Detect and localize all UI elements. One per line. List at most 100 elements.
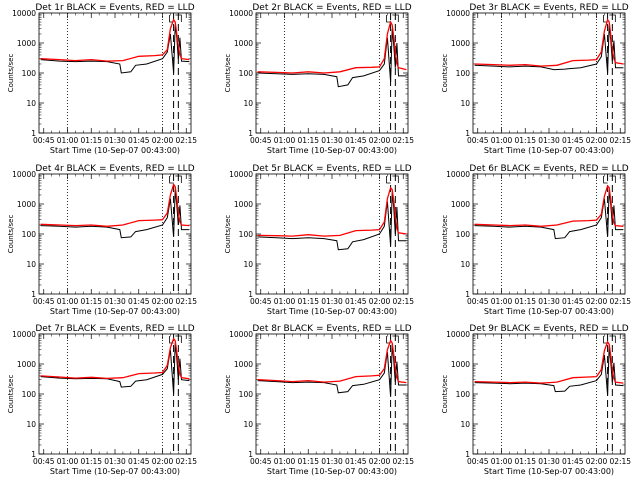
y-tick-label: 1000 [17, 360, 36, 369]
x-tick-label: 02:15 [609, 297, 631, 306]
x-tick-label: 01:15 [297, 457, 319, 466]
series-line-events [257, 344, 407, 397]
series-line-events [474, 24, 624, 74]
y-tick-label: 100 [456, 390, 471, 399]
panel-2: Det 2r BLACK = Events, RED = LLD 1 10 100 10… [224, 3, 414, 155]
y-tick-label: 10000 [229, 330, 253, 339]
x-tick-label: 01:30 [321, 297, 343, 306]
x-axis-label: Start Time (10-Sep-07 00:43:00) [50, 307, 180, 316]
panel-title: Det 2r BLACK = Events, RED = LLD [252, 3, 411, 13]
y-tick-label: 1 [31, 450, 36, 459]
y-tick-label: 1000 [451, 200, 470, 209]
x-tick-label: 01:45 [345, 297, 367, 306]
y-tick-label: 10000 [229, 9, 253, 18]
series-line-events [257, 192, 407, 251]
x-tick-label: 00:45 [467, 136, 489, 145]
y-tick-label: 10000 [12, 330, 36, 339]
interval-bracket [392, 175, 399, 183]
series-line-lld [257, 186, 407, 237]
y-tick-label: 1 [465, 290, 470, 299]
interval-bracket [175, 175, 182, 183]
y-tick-label: 10 [26, 420, 36, 429]
panel-5: Det 5r BLACK = Events, RED = LLD 1 10 100 10… [224, 164, 414, 316]
x-tick-label: 01:15 [514, 457, 536, 466]
x-tick-label: 02:00 [586, 297, 608, 306]
y-tick-label: 100 [456, 69, 471, 78]
x-tick-label: 02:00 [369, 457, 391, 466]
y-tick-label: 10 [243, 260, 253, 269]
x-tick-label: 02:00 [152, 457, 174, 466]
y-tick-label: 100 [239, 230, 254, 239]
panel-title: Det 4r BLACK = Events, RED = LLD [35, 164, 194, 174]
x-axis-label: Start Time (10-Sep-07 00:43:00) [267, 467, 397, 476]
x-tick-label: 02:15 [175, 457, 197, 466]
x-tick-label: 01:00 [491, 457, 513, 466]
plot-frame [255, 333, 409, 455]
x-tick-label: 00:45 [33, 297, 55, 306]
plot-frame [472, 333, 626, 455]
y-tick-label: 1000 [17, 200, 36, 209]
y-tick-label: 10000 [446, 170, 470, 179]
x-tick-label: 01:45 [128, 457, 150, 466]
x-tick-label: 01:45 [128, 297, 150, 306]
x-tick-label: 01:15 [514, 136, 536, 145]
x-tick-label: 02:15 [392, 136, 414, 145]
interval-bracket [609, 335, 616, 343]
interval-bracket [386, 176, 391, 184]
x-tick-label: 01:30 [321, 457, 343, 466]
x-tick-label: 00:45 [33, 136, 55, 145]
y-tick-label: 100 [456, 230, 471, 239]
y-tick-label: 10 [460, 420, 470, 429]
interval-bracket [392, 335, 399, 343]
x-tick-label: 00:45 [467, 297, 489, 306]
panel-title: Det 8r BLACK = Events, RED = LLD [252, 324, 411, 334]
plot-frame [38, 12, 192, 134]
series-line-lld [474, 18, 624, 67]
y-axis-label: Counts/sec [7, 375, 15, 414]
series-line-lld [40, 182, 190, 227]
y-axis-label: Counts/sec [441, 54, 449, 93]
x-tick-label: 01:00 [491, 136, 513, 145]
y-tick-label: 10 [26, 99, 36, 108]
panel-title: Det 3r BLACK = Events, RED = LLD [469, 3, 628, 13]
series-line-lld [474, 184, 624, 227]
panel-title: Det 6r BLACK = Events, RED = LLD [469, 164, 628, 174]
x-tick-label: 01:00 [274, 457, 296, 466]
x-tick-label: 02:00 [586, 136, 608, 145]
x-tick-label: 02:15 [175, 297, 197, 306]
y-tick-label: 1000 [451, 39, 470, 48]
interval-bracket [603, 15, 608, 23]
x-axis-label: Start Time (10-Sep-07 00:43:00) [267, 307, 397, 316]
y-tick-label: 100 [22, 390, 37, 399]
y-axis-label: Counts/sec [7, 54, 15, 93]
x-tick-label: 01:45 [345, 136, 367, 145]
plot-frame [472, 12, 626, 134]
plot-frame [472, 173, 626, 295]
panel-6: Det 6r BLACK = Events, RED = LLD 1 10 100 10… [441, 164, 631, 316]
plot-frame [38, 333, 192, 455]
panel-3: Det 3r BLACK = Events, RED = LLD 1 10 100 10… [441, 3, 631, 155]
series-line-events [40, 342, 190, 395]
series-line-events [474, 189, 624, 240]
series-line-lld [474, 340, 624, 384]
y-tick-label: 100 [22, 230, 37, 239]
y-axis-label: Counts/sec [441, 375, 449, 414]
y-tick-label: 10000 [229, 170, 253, 179]
x-tick-label: 01:30 [538, 457, 560, 466]
y-tick-label: 1 [31, 290, 36, 299]
x-tick-label: 01:45 [562, 297, 584, 306]
y-tick-label: 1 [248, 450, 253, 459]
x-tick-label: 00:45 [250, 136, 272, 145]
x-tick-label: 01:45 [562, 457, 584, 466]
x-tick-label: 02:00 [152, 136, 174, 145]
x-tick-label: 01:15 [80, 457, 102, 466]
x-tick-label: 01:45 [128, 136, 150, 145]
interval-bracket [609, 175, 616, 183]
x-axis-label: Start Time (10-Sep-07 00:43:00) [484, 307, 614, 316]
x-tick-label: 02:15 [392, 297, 414, 306]
x-tick-label: 01:45 [562, 136, 584, 145]
x-tick-label: 01:15 [297, 136, 319, 145]
series-line-events [474, 345, 624, 396]
x-tick-label: 02:15 [175, 136, 197, 145]
